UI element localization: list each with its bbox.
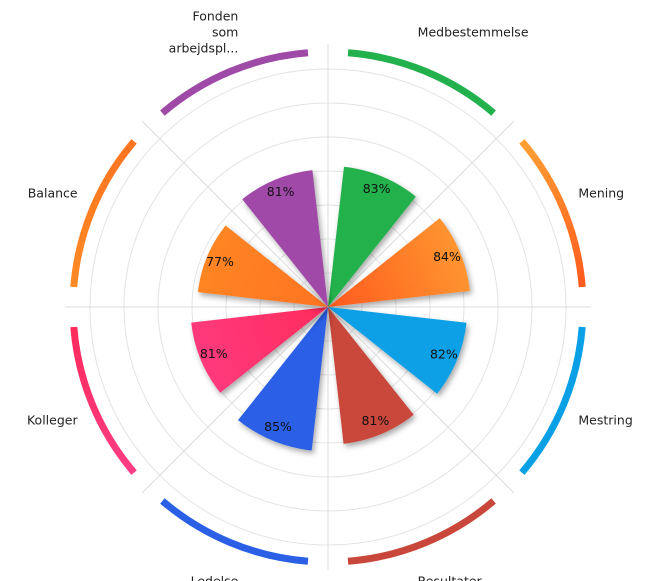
value-label: 77% <box>206 254 234 269</box>
bars <box>191 166 470 451</box>
category-arc <box>160 498 309 565</box>
value-label: 81% <box>200 346 228 361</box>
grid-spoke <box>327 120 515 308</box>
category-label: Ledelse <box>191 573 239 581</box>
bar[interactable] <box>242 170 328 307</box>
polar-grid <box>65 44 591 570</box>
category-label: Balance <box>28 185 78 200</box>
category-arcs <box>70 49 586 565</box>
grid-spoke <box>141 120 329 308</box>
value-label: 83% <box>363 181 391 196</box>
category-arc <box>347 49 496 116</box>
category-label: Fonden som arbejdspl... <box>169 8 239 55</box>
category-arc <box>70 139 137 288</box>
value-label: 81% <box>267 184 295 199</box>
bar[interactable] <box>191 307 328 393</box>
bar[interactable] <box>238 307 328 451</box>
category-label: Mening <box>578 185 624 200</box>
category-arc <box>519 139 586 288</box>
bar[interactable] <box>328 218 470 307</box>
value-label: 84% <box>433 249 461 264</box>
bar[interactable] <box>197 225 328 307</box>
category-label: Medbestemmelse <box>418 24 529 39</box>
value-label: 82% <box>430 346 458 361</box>
value-label: 85% <box>264 419 292 434</box>
category-labels: Medbestemmelse Mening Mestring Resultater Le… <box>27 8 633 581</box>
category-label: Kolleger <box>27 412 78 427</box>
bar[interactable] <box>328 307 414 444</box>
category-arc <box>519 326 586 475</box>
bar[interactable] <box>328 166 416 307</box>
value-labels: 83% 84% 82% 81% 85% 81% 77% 81% <box>200 181 461 434</box>
grid-spoke <box>327 306 515 494</box>
bar[interactable] <box>328 307 467 394</box>
category-label: Resultater <box>418 573 483 581</box>
category-arc <box>160 49 309 116</box>
category-arc <box>70 326 137 475</box>
category-arc <box>347 498 496 565</box>
value-label: 81% <box>361 413 389 428</box>
grid-spoke <box>141 306 329 494</box>
category-label: Mestring <box>578 412 632 427</box>
